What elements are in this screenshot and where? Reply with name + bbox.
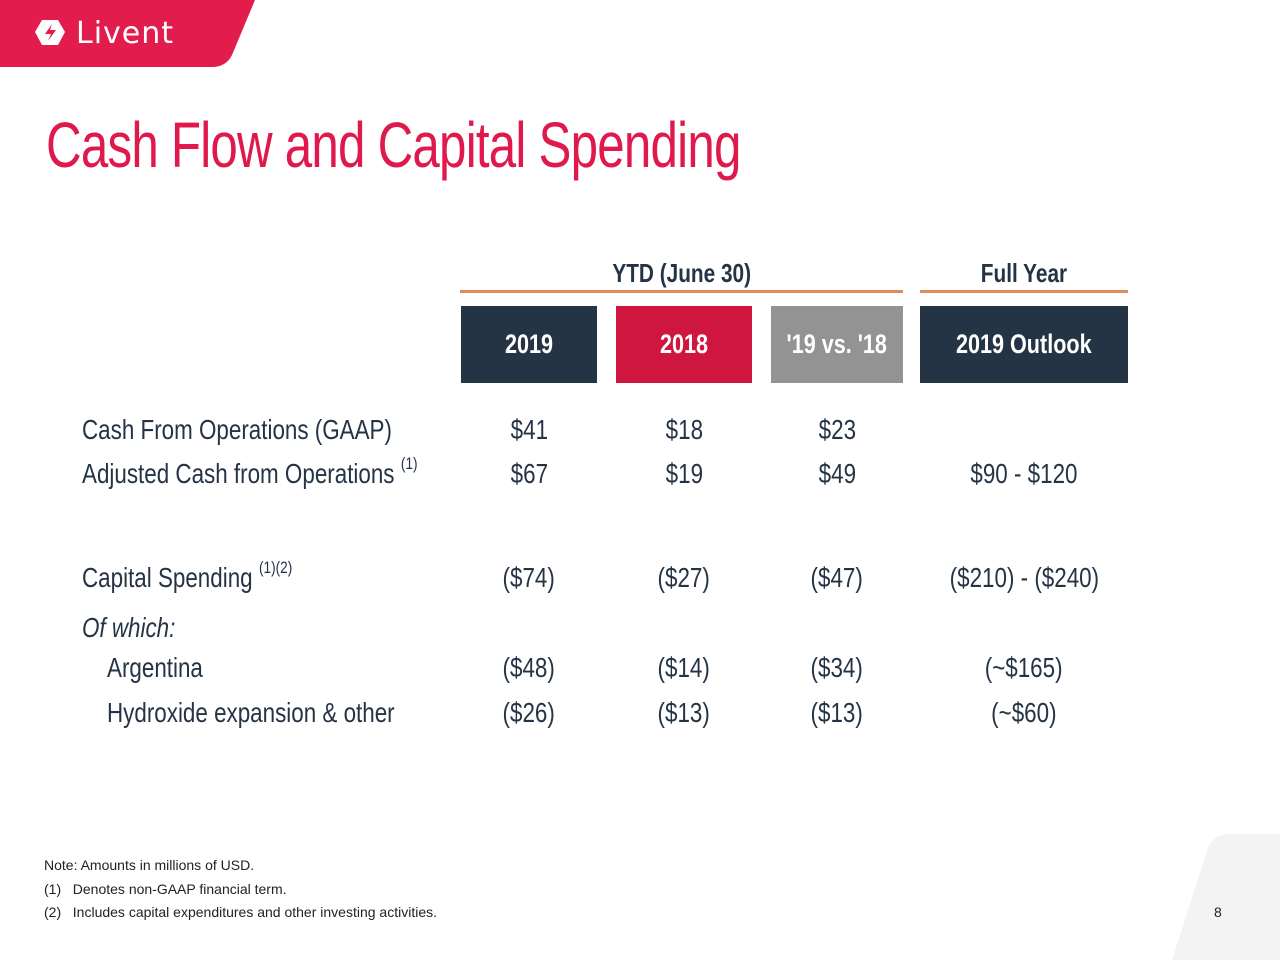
cell-value: $41 bbox=[510, 414, 548, 445]
cell-value: ($74) bbox=[502, 562, 556, 593]
column-header-2019: 2019 bbox=[461, 306, 597, 383]
footnote-ref: (1) bbox=[400, 454, 418, 473]
row-label-text: Of which: bbox=[82, 612, 176, 643]
row-label: Capital Spending (1)(2) bbox=[82, 558, 292, 594]
table-cell: ($13) bbox=[584, 697, 784, 729]
table-cell: ($27) bbox=[584, 562, 784, 594]
table-cell: ($26) bbox=[429, 697, 629, 729]
cell-value: ($34) bbox=[810, 652, 864, 683]
footnote-ref: (1)(2) bbox=[259, 558, 293, 577]
table-cell: (~$165) bbox=[924, 652, 1124, 684]
table-cell: ($34) bbox=[737, 652, 937, 684]
footnote-1: (1) Denotes non-GAAP financial term. bbox=[44, 881, 287, 897]
table-cell: $19 bbox=[584, 458, 784, 490]
table-cell: (~$60) bbox=[924, 697, 1124, 729]
row-label-text: Adjusted Cash from Operations bbox=[82, 458, 395, 489]
table-cell bbox=[924, 612, 1124, 644]
cell-value: $23 bbox=[818, 414, 856, 445]
table-cell: ($74) bbox=[429, 562, 629, 594]
column-header-change: '19 vs. '18 bbox=[771, 306, 903, 383]
row-label: Argentina bbox=[107, 652, 203, 684]
table-cell: $18 bbox=[584, 414, 784, 446]
cell-value: ($26) bbox=[502, 697, 556, 728]
ytd-rule bbox=[460, 290, 903, 293]
cell-value: ($13) bbox=[810, 697, 864, 728]
cell-value: ($27) bbox=[657, 562, 711, 593]
decorative-corner-shape bbox=[1172, 834, 1280, 960]
row-label: Hydroxide expansion & other bbox=[107, 697, 395, 729]
cell-value: $49 bbox=[818, 458, 856, 489]
table-cell: ($210) - ($240) bbox=[924, 562, 1124, 594]
table-cell bbox=[737, 612, 937, 644]
full-year-rule bbox=[920, 290, 1128, 293]
cell-value: (~$165) bbox=[985, 652, 1063, 683]
row-label-text: Cash From Operations (GAAP) bbox=[82, 414, 392, 445]
row-label-text: Hydroxide expansion & other bbox=[107, 697, 395, 728]
cell-value: ($13) bbox=[657, 697, 711, 728]
cell-value: ($48) bbox=[502, 652, 556, 683]
brand-banner bbox=[0, 0, 255, 67]
cell-value: (~$60) bbox=[991, 697, 1057, 728]
cell-value: $90 - $120 bbox=[970, 458, 1078, 489]
table-cell: $49 bbox=[737, 458, 937, 490]
table-cell: $41 bbox=[429, 414, 629, 446]
footnote-units: Note: Amounts in millions of USD. bbox=[44, 857, 255, 873]
table-cell: ($14) bbox=[584, 652, 784, 684]
table-cell: $23 bbox=[737, 414, 937, 446]
column-header-2018: 2018 bbox=[616, 306, 752, 383]
cell-value: ($14) bbox=[657, 652, 711, 683]
table-cell: ($13) bbox=[737, 697, 937, 729]
table-cell: ($47) bbox=[737, 562, 937, 594]
column-header-outlook: 2019 Outlook bbox=[920, 306, 1128, 383]
group-header-ytd: YTD (June 30) bbox=[612, 258, 751, 288]
page-number: 8 bbox=[1214, 904, 1222, 920]
group-header-full-year: Full Year bbox=[980, 258, 1068, 288]
livent-logo-icon bbox=[35, 20, 65, 45]
page-title: Cash Flow and Capital Spending bbox=[46, 109, 741, 181]
row-label: Cash From Operations (GAAP) bbox=[82, 414, 392, 446]
cell-value: $19 bbox=[665, 458, 703, 489]
row-label: Of which: bbox=[82, 612, 175, 644]
cell-value: ($47) bbox=[810, 562, 864, 593]
table-cell: $67 bbox=[429, 458, 629, 490]
brand-name: Livent bbox=[76, 16, 175, 51]
cell-value: $67 bbox=[510, 458, 548, 489]
table-cell: $90 - $120 bbox=[924, 458, 1124, 490]
table-cell: ($48) bbox=[429, 652, 629, 684]
row-label-text: Capital Spending bbox=[82, 562, 253, 593]
footnote-2: (2) Includes capital expenditures and ot… bbox=[44, 904, 437, 920]
cell-value: $18 bbox=[665, 414, 703, 445]
cell-value: ($210) - ($240) bbox=[949, 562, 1099, 593]
row-label-text: Argentina bbox=[107, 652, 203, 683]
row-label: Adjusted Cash from Operations (1) bbox=[82, 454, 418, 490]
table-cell bbox=[924, 414, 1124, 446]
